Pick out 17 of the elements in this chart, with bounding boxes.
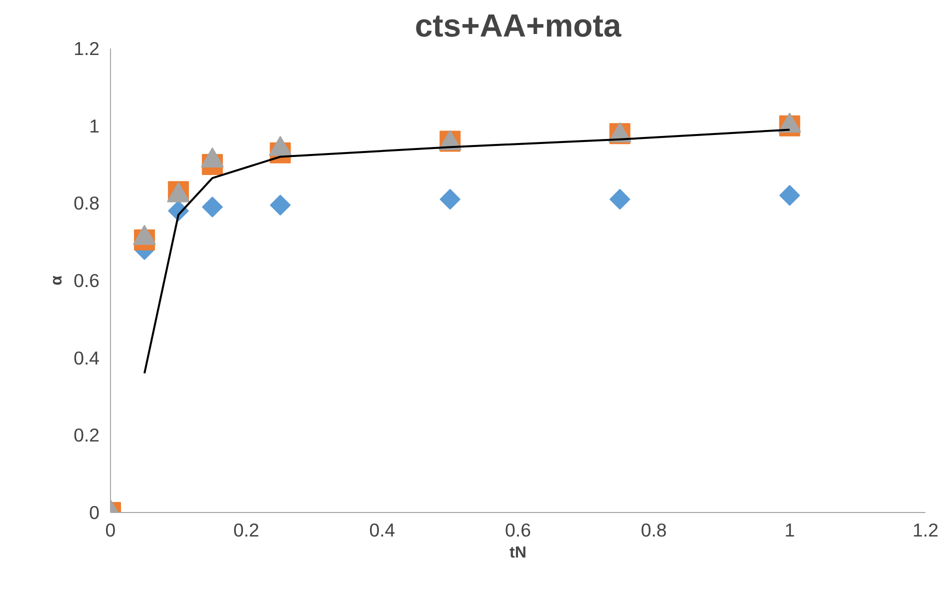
x-tick-label: 1.2 [912, 520, 938, 540]
x-tick-label: 1 [784, 520, 795, 540]
x-tick-label: 0.4 [369, 520, 396, 540]
y-tick-label: 0.4 [74, 347, 100, 368]
x-tick-label: 0.8 [640, 520, 667, 540]
x-tick-label: 0.2 [233, 520, 260, 540]
y-tick-label: 1 [89, 115, 100, 136]
y-tick-label: 0.6 [74, 270, 100, 291]
y-tick-label: 0 [89, 502, 100, 523]
y-tick-label: 1.2 [74, 38, 100, 59]
x-tick-label: 0.6 [505, 520, 531, 540]
y-tick-label: 0.8 [74, 192, 100, 214]
x-axis-title: tN [510, 544, 526, 562]
y-axis-title: α [48, 275, 66, 286]
x-tick-label: 0 [105, 520, 116, 540]
y-tick-label: 0.2 [74, 424, 100, 446]
chart-title: cts+AA+mota [414, 8, 622, 44]
